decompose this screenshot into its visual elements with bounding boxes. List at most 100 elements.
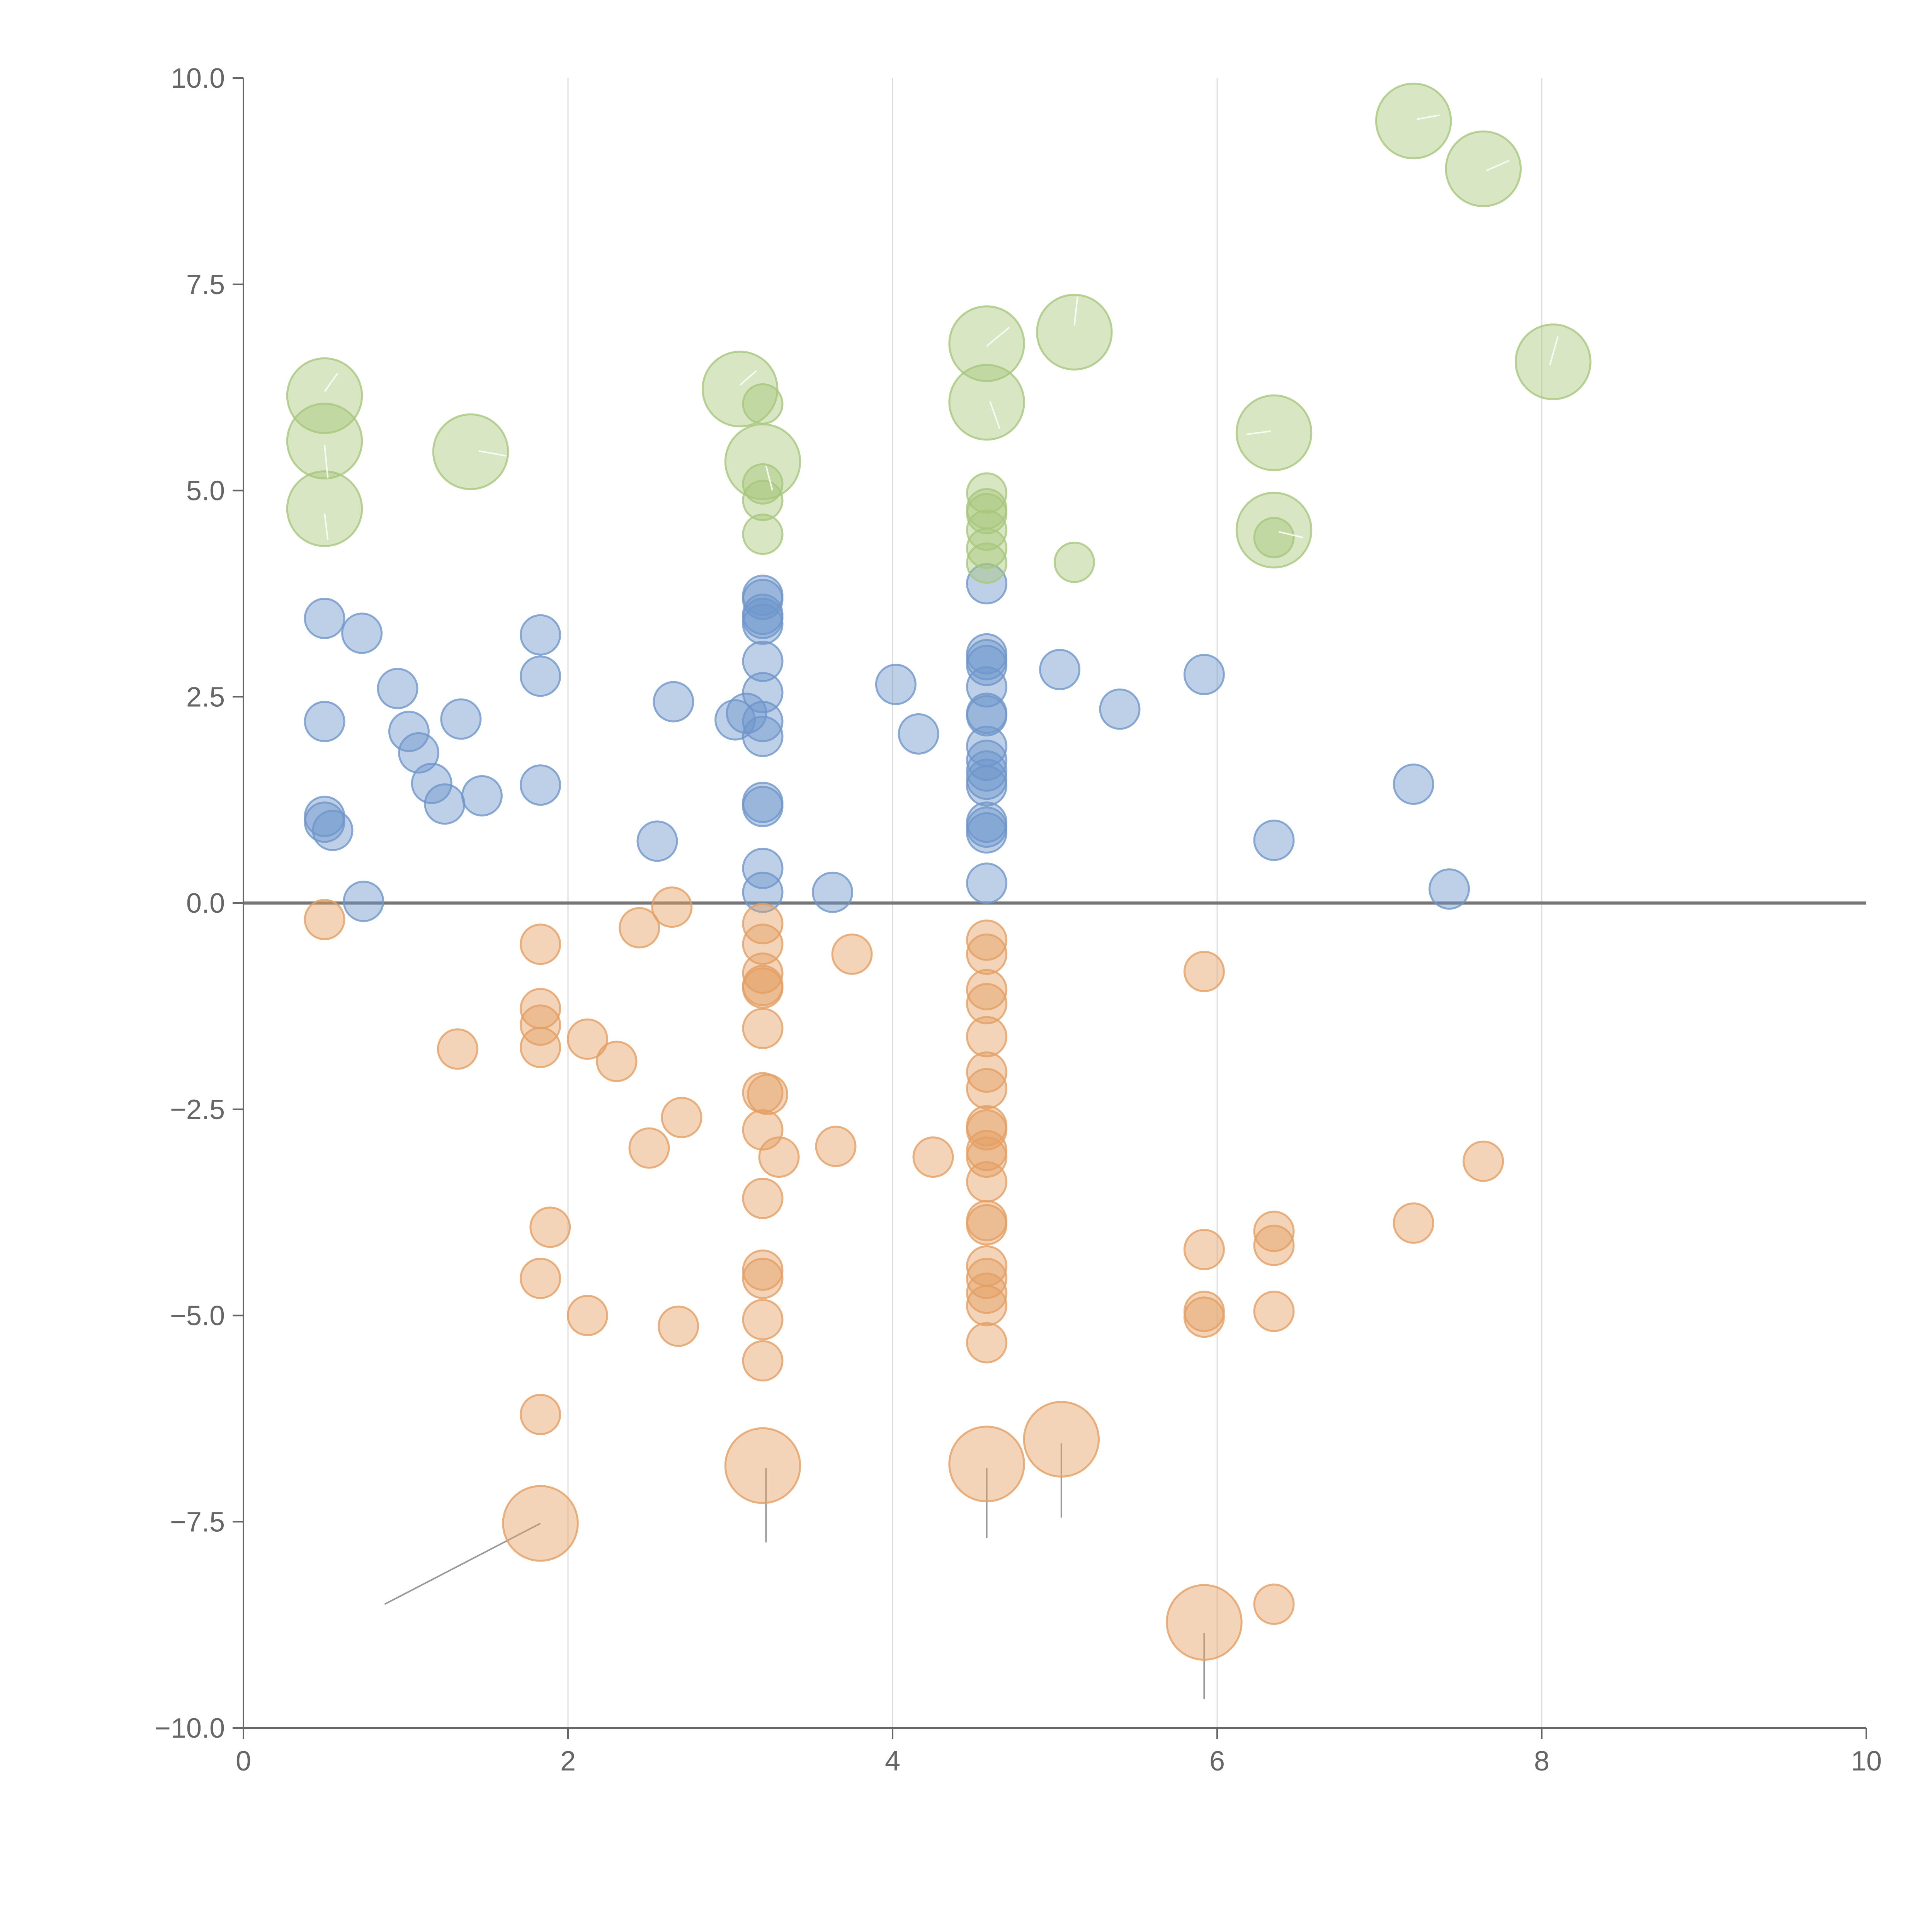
point-high-20 <box>1235 394 1313 471</box>
point-high-4 <box>701 350 779 428</box>
inner-line-8 <box>1073 296 1078 326</box>
y-tick-label: −2.5 <box>170 1094 225 1125</box>
point-positive-33 <box>742 871 784 913</box>
point-negative-6 <box>529 1206 571 1248</box>
y-tick-label: −5.0 <box>170 1301 225 1332</box>
point-negative-56 <box>948 1425 1025 1503</box>
point-positive-28 <box>742 701 784 742</box>
y-tick-label: 0.0 <box>186 888 225 919</box>
point-negative-43 <box>966 1068 1008 1109</box>
inner-line-5 <box>765 465 774 491</box>
point-positive-6 <box>424 783 466 825</box>
inner-line-11 <box>1417 114 1440 120</box>
y-tick-label: −7.5 <box>170 1507 225 1537</box>
point-positive-18 <box>653 681 694 723</box>
point-positive-14 <box>520 614 561 656</box>
inner-line-2 <box>324 514 329 540</box>
point-high-25 <box>1515 323 1592 400</box>
point-negative-55 <box>966 1322 1008 1364</box>
point-negative-38 <box>966 933 1008 975</box>
point-high-11 <box>948 364 1025 441</box>
point-positive-43 <box>966 695 1008 736</box>
point-negative-63 <box>1253 1211 1295 1252</box>
point-negative-40 <box>966 983 1008 1024</box>
y-tick-label: −10.0 <box>155 1713 225 1744</box>
point-positive-0 <box>304 597 345 639</box>
x-tick-label: 6 <box>1209 1746 1225 1777</box>
point-negative-22 <box>742 967 784 1009</box>
point-negative-23 <box>742 1008 784 1049</box>
inner-line-0 <box>324 373 338 392</box>
inner-line-4 <box>739 370 757 386</box>
point-positive-58 <box>1429 868 1470 910</box>
point-high-7 <box>742 463 784 505</box>
point-positive-51 <box>966 812 1008 854</box>
point-positive-4 <box>398 732 440 774</box>
point-negative-37 <box>966 919 1008 961</box>
x-tick-label: 0 <box>236 1746 251 1777</box>
point-positive-56 <box>1253 820 1295 861</box>
point-high-9 <box>742 514 784 555</box>
point-negative-67 <box>1393 1202 1434 1244</box>
point-positive-16 <box>520 764 561 806</box>
point-negative-31 <box>742 1299 784 1340</box>
point-positive-2 <box>377 668 418 709</box>
point-high-19 <box>1053 541 1095 583</box>
point-positive-31 <box>742 786 784 827</box>
point-negative-17 <box>658 1305 699 1347</box>
point-high-1 <box>286 403 363 480</box>
y-tick-label: 10.0 <box>171 63 225 94</box>
point-positive-32 <box>742 847 784 889</box>
point-negative-11 <box>596 1041 638 1082</box>
point-positive-11 <box>304 801 345 843</box>
point-negative-61 <box>1183 1296 1225 1338</box>
point-negative-25 <box>747 1073 789 1115</box>
point-high-10 <box>948 305 1025 382</box>
x-tick-label: 4 <box>885 1746 900 1777</box>
point-positive-52 <box>966 862 1008 904</box>
point-high-23 <box>1375 82 1452 160</box>
point-high-8 <box>742 480 784 521</box>
point-negative-27 <box>758 1136 800 1178</box>
inner-line-7 <box>989 401 1001 429</box>
point-high-18 <box>1036 294 1113 371</box>
point-negative-42 <box>966 1051 1008 1093</box>
point-negative-10 <box>566 1018 608 1060</box>
point-negative-36 <box>912 1136 954 1178</box>
x-tick-label: 10 <box>1851 1746 1882 1777</box>
point-positive-35 <box>875 663 917 705</box>
point-positive-26 <box>742 640 784 682</box>
point-negative-41 <box>966 1016 1008 1058</box>
point-negative-48 <box>966 1161 1008 1203</box>
point-negative-24 <box>742 1072 784 1114</box>
point-negative-2 <box>520 923 561 965</box>
point-positive-5 <box>411 762 452 804</box>
point-high-0 <box>286 357 363 434</box>
point-high-17 <box>966 542 1008 584</box>
point-high-22 <box>1253 517 1295 558</box>
point-negative-15 <box>566 1295 608 1336</box>
point-negative-8 <box>520 1394 561 1435</box>
point-positive-57 <box>1393 764 1434 805</box>
point-high-21 <box>1235 492 1313 569</box>
point-negative-50 <box>966 1204 1008 1246</box>
point-positive-25 <box>742 603 784 645</box>
point-negative-54 <box>966 1285 1008 1327</box>
inner-marker-lines <box>324 114 1559 540</box>
leader-lines <box>384 1443 1205 1699</box>
point-positive-9 <box>304 701 345 742</box>
point-negative-12 <box>619 907 660 949</box>
inner-line-6 <box>986 327 1010 347</box>
point-negative-13 <box>628 1127 670 1169</box>
point-positive-54 <box>1099 688 1141 730</box>
point-negative-34 <box>815 1126 857 1167</box>
point-negative-14 <box>651 886 693 928</box>
point-positive-12 <box>312 810 354 851</box>
point-positive-15 <box>520 655 561 697</box>
point-positive-7 <box>440 698 482 740</box>
point-positive-3 <box>388 711 430 752</box>
point-negative-39 <box>966 969 1008 1010</box>
point-high-2 <box>286 470 363 547</box>
y-tick-label: 5.0 <box>186 476 225 507</box>
